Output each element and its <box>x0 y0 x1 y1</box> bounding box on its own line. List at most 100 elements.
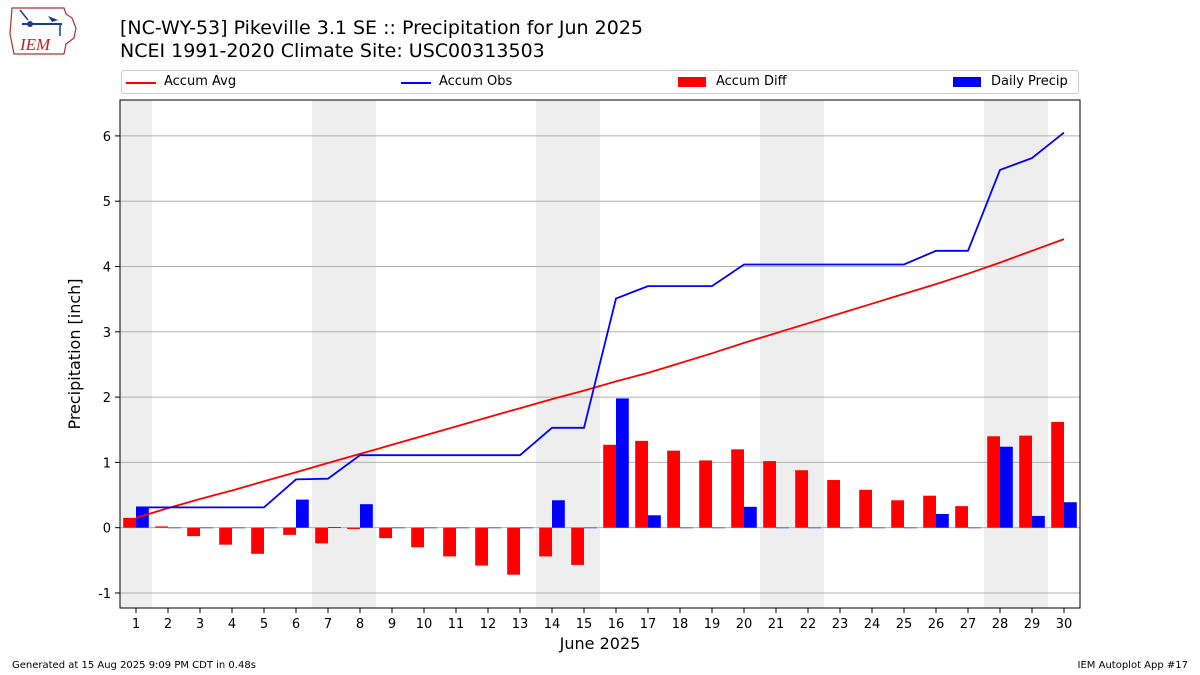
bar-daily-precip <box>616 398 629 528</box>
x-tick-label: 30 <box>1056 617 1073 632</box>
logo-text: IEM <box>19 35 51 54</box>
app-label: IEM Autoplot App #17 <box>1077 660 1188 671</box>
bar-daily-precip <box>1064 502 1077 528</box>
bar-accum-diff <box>283 527 296 535</box>
bar-accum-diff <box>539 527 552 557</box>
bar-accum-diff <box>827 480 840 528</box>
bar-accum-diff <box>859 489 872 528</box>
bar-daily-precip <box>712 527 725 529</box>
x-tick-label: 3 <box>196 617 204 632</box>
x-tick-label: 10 <box>416 617 433 632</box>
bar-daily-precip <box>808 527 821 529</box>
bar-accum-diff <box>699 460 712 528</box>
bar-daily-precip <box>584 527 597 529</box>
bar-daily-precip <box>136 507 149 528</box>
bar-accum-diff <box>603 444 616 528</box>
x-tick-label: 26 <box>928 617 945 632</box>
bar-accum-diff <box>443 527 456 557</box>
x-tick-label: 27 <box>960 617 977 632</box>
weekend-shade <box>568 100 600 608</box>
x-tick-label: 21 <box>768 617 785 632</box>
legend-label: Accum Diff <box>716 74 787 89</box>
bar-accum-diff <box>155 526 168 528</box>
chart-subtitle: NCEI 1991-2020 Climate Site: USC00313503 <box>120 40 545 62</box>
x-tick-label: 9 <box>388 617 396 632</box>
y-tick-label: 6 <box>103 130 111 145</box>
weekend-shade <box>792 100 824 608</box>
bar-daily-precip <box>328 527 341 528</box>
bar-daily-precip <box>392 527 405 529</box>
bar-accum-diff <box>731 449 744 528</box>
x-tick-label: 25 <box>896 617 913 632</box>
bar-daily-precip <box>168 527 181 529</box>
x-tick-label: 24 <box>864 617 881 632</box>
bar-accum-diff <box>123 517 136 528</box>
bar-daily-precip <box>296 499 309 528</box>
x-tick-label: 17 <box>640 617 657 632</box>
bar-daily-precip <box>424 527 437 529</box>
bar-daily-precip <box>776 527 789 529</box>
bar-daily-precip <box>904 527 917 529</box>
y-tick-label: 1 <box>103 456 111 471</box>
x-tick-label: 5 <box>260 617 268 632</box>
bar-accum-diff <box>763 461 776 528</box>
bar-accum-diff <box>475 527 488 566</box>
iem-logo: IEM <box>9 7 77 55</box>
legend-swatch-accum-diff <box>678 77 706 87</box>
x-tick-label: 2 <box>164 617 172 632</box>
bar-accum-diff <box>955 506 968 528</box>
y-tick-label: -1 <box>98 587 111 602</box>
bar-accum-diff <box>1051 421 1064 528</box>
x-axis-label: June 2025 <box>559 634 641 653</box>
weekend-shade <box>1016 100 1048 608</box>
bar-accum-diff <box>347 527 360 529</box>
bar-accum-diff <box>1019 435 1032 528</box>
x-tick-label: 22 <box>800 617 817 632</box>
line-accum-obs <box>136 131 1065 509</box>
x-tick-label: 16 <box>608 617 625 632</box>
y-tick-label: 3 <box>103 326 111 341</box>
x-tick-label: 8 <box>356 617 364 632</box>
y-tick-label: 5 <box>103 195 111 210</box>
x-tick-label: 29 <box>1024 617 1041 632</box>
x-tick-label: 15 <box>576 617 593 632</box>
x-tick-label: 1 <box>132 617 140 632</box>
weekend-shade <box>344 100 376 608</box>
bar-daily-precip <box>488 527 501 529</box>
bar-daily-precip <box>264 527 277 529</box>
bar-accum-diff <box>507 527 520 575</box>
x-tick-label: 4 <box>228 617 236 632</box>
x-tick-label: 6 <box>292 617 300 632</box>
legend-swatch-accum-obs <box>401 82 431 84</box>
bar-daily-precip <box>200 527 213 529</box>
bar-daily-precip <box>1000 446 1013 528</box>
x-tick-label: 18 <box>672 617 689 632</box>
bar-accum-diff <box>379 527 392 539</box>
weekend-shade <box>312 100 344 608</box>
bar-accum-diff <box>891 500 904 528</box>
bar-accum-diff <box>987 436 1000 528</box>
bar-accum-diff <box>315 527 328 544</box>
x-tick-label: 7 <box>324 617 332 632</box>
x-tick-label: 28 <box>992 617 1009 632</box>
bar-daily-precip <box>680 527 693 529</box>
legend-label: Daily Precip <box>991 74 1068 89</box>
legend-swatch-accum-avg <box>126 82 156 84</box>
bar-daily-precip <box>840 527 853 529</box>
legend-label: Accum Avg <box>164 74 237 89</box>
x-tick-label: 19 <box>704 617 721 632</box>
x-tick-label: 12 <box>480 617 497 632</box>
bar-daily-precip <box>648 515 661 528</box>
weekend-shade <box>120 100 152 608</box>
bar-daily-precip <box>360 504 373 528</box>
bar-accum-diff <box>923 495 936 528</box>
x-tick-label: 14 <box>544 617 561 632</box>
bar-accum-diff <box>411 527 424 548</box>
bar-daily-precip <box>744 506 757 528</box>
legend: Accum Avg Accum Obs Accum Diff Daily Pre… <box>121 70 1079 94</box>
bar-accum-diff <box>187 527 200 537</box>
bar-accum-diff <box>795 470 808 528</box>
legend-label: Accum Obs <box>439 74 513 89</box>
legend-swatch-daily-precip <box>953 77 981 87</box>
